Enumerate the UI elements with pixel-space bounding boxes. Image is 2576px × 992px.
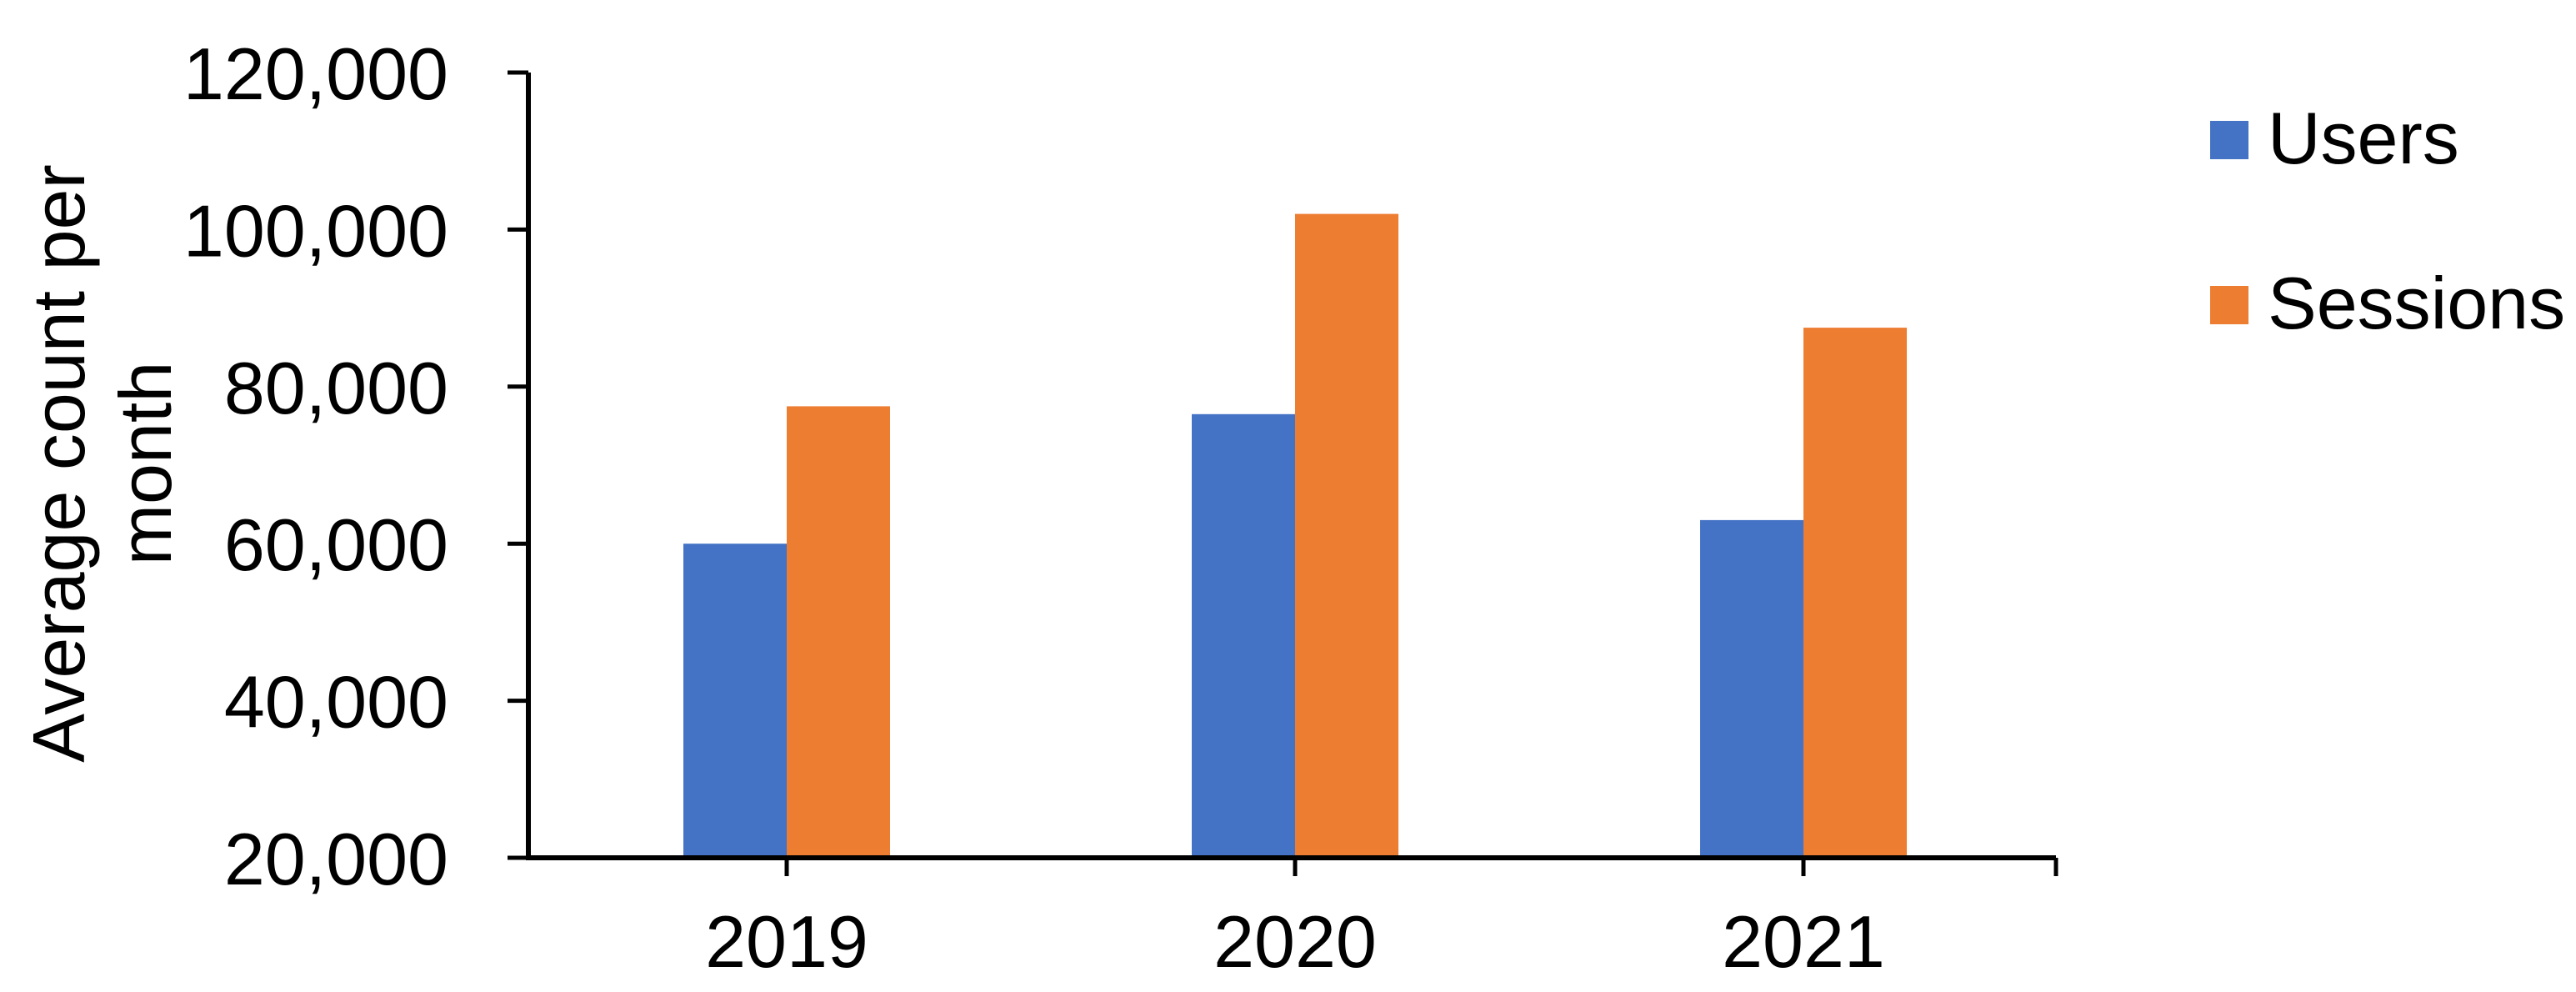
legend-label-sessions: Sessions bbox=[2268, 262, 2565, 344]
bar-sessions-2020 bbox=[1295, 213, 1398, 859]
y-axis-title-line-1: Average count per bbox=[18, 164, 100, 763]
y-tick-label-60000: 60,000 bbox=[224, 504, 448, 586]
y-tick-label-120000: 120,000 bbox=[183, 33, 448, 115]
y-axis bbox=[508, 70, 531, 860]
y-tick-label-80000: 80,000 bbox=[224, 347, 448, 429]
y-tick-labels: 20,000 40,000 60,000 80,000 100,000 120,000 bbox=[183, 33, 448, 900]
y-axis-title-text: Average count permonth bbox=[18, 164, 187, 763]
bar-sessions-2021 bbox=[1803, 328, 1907, 859]
bar-users-2019 bbox=[683, 544, 787, 858]
y-tick-label-20000: 20,000 bbox=[224, 818, 448, 900]
legend: Users Sessions bbox=[2210, 97, 2565, 344]
legend-swatch-sessions bbox=[2210, 286, 2248, 324]
x-tick-label-2020: 2020 bbox=[1213, 900, 1377, 983]
legend-label-users: Users bbox=[2268, 97, 2459, 179]
bar-users-2021 bbox=[1700, 519, 1803, 858]
legend-swatch-users bbox=[2210, 121, 2248, 159]
y-tick-label-100000: 100,000 bbox=[183, 189, 448, 272]
y-axis-title-line-2: month bbox=[104, 362, 187, 566]
y-tick-label-40000: 40,000 bbox=[224, 661, 448, 744]
bar-series-group bbox=[683, 213, 1907, 859]
x-axis bbox=[526, 855, 2058, 876]
y-axis-title: Average count permonth bbox=[18, 164, 187, 763]
x-tick-label-2019: 2019 bbox=[705, 900, 868, 983]
x-tick-label-2021: 2021 bbox=[1722, 900, 1885, 983]
bar-sessions-2019 bbox=[787, 406, 890, 858]
bar-users-2020 bbox=[1192, 413, 1295, 858]
x-tick-labels: 2019 2020 2021 bbox=[705, 900, 1885, 983]
